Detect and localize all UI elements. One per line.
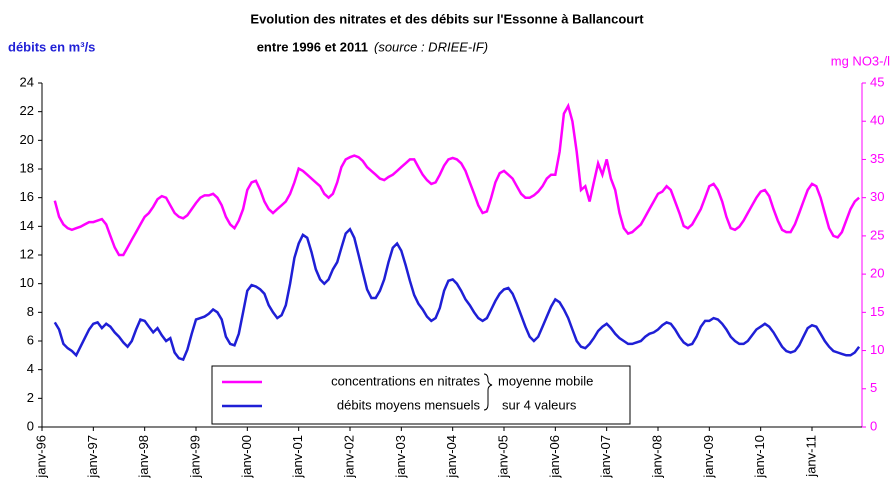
y-tick-label: 4 — [27, 361, 34, 376]
x-tick-label: janv-05 — [495, 435, 510, 479]
legend-note: sur 4 valeurs — [502, 397, 577, 412]
y2-tick-label: 15 — [870, 304, 884, 319]
y-tick-label: 20 — [20, 132, 34, 147]
legend-label: concentrations en nitrates — [331, 373, 480, 388]
x-tick-label: janv-98 — [136, 435, 151, 479]
y2-tick-label: 20 — [870, 266, 884, 281]
x-tick-label: janv-00 — [239, 435, 254, 479]
y-tick-label: 12 — [20, 246, 34, 261]
series-line — [53, 102, 860, 257]
y-tick-label: 6 — [27, 332, 34, 347]
chart-source: (source : DRIEE-IF) — [374, 39, 488, 54]
y-tick-label: 16 — [20, 189, 34, 204]
legend — [211, 365, 631, 425]
y-tick-label: 8 — [27, 304, 34, 319]
y-tick-label: 2 — [27, 390, 34, 405]
y-tick-label: 0 — [27, 418, 34, 433]
legend-bracket — [483, 373, 493, 411]
x-tick-label: janv-11 — [803, 435, 818, 478]
x-tick-label: janv-03 — [393, 435, 408, 479]
y-tick-label: 18 — [20, 160, 34, 175]
x-tick-label: janv-04 — [444, 435, 459, 479]
x-tick-label: janv-96 — [33, 435, 48, 479]
y-axis-label: débits en m³/s — [8, 39, 95, 54]
y2-tick-label: 30 — [870, 189, 884, 204]
x-tick-label: janv-97 — [85, 435, 100, 479]
x-tick-label: janv-07 — [598, 435, 613, 479]
legend-label: débits moyens mensuels — [337, 397, 481, 412]
series-line — [53, 227, 861, 362]
y-tick-label: 22 — [20, 103, 34, 118]
y2-tick-label: 45 — [870, 74, 884, 89]
x-tick-label: janv-06 — [547, 435, 562, 479]
y2-tick-label: 10 — [870, 342, 884, 357]
y-tick-label: 24 — [20, 74, 34, 89]
y2-tick-label: 25 — [870, 227, 884, 242]
y2-tick-label: 35 — [870, 151, 884, 166]
y2-axis-label: mg NO3-/l — [831, 53, 890, 68]
x-tick-label: janv-09 — [701, 435, 716, 479]
x-tick-label: janv-08 — [649, 435, 664, 479]
x-tick-label: janv-02 — [341, 435, 356, 479]
y-tick-label: 10 — [20, 275, 34, 290]
x-tick-label: janv-10 — [752, 435, 767, 479]
y-tick-label: 14 — [20, 218, 34, 233]
y2-tick-label: 5 — [870, 380, 877, 395]
legend-note: moyenne mobile — [498, 373, 593, 388]
y2-tick-label: 40 — [870, 113, 884, 128]
chart-title: Evolution des nitrates et des débits sur… — [250, 11, 644, 26]
x-tick-label: janv-01 — [290, 435, 305, 479]
chart-subtitle: entre 1996 et 2011 — [257, 39, 368, 54]
x-tick-label: janv-99 — [187, 435, 202, 479]
y2-tick-label: 0 — [870, 418, 877, 433]
